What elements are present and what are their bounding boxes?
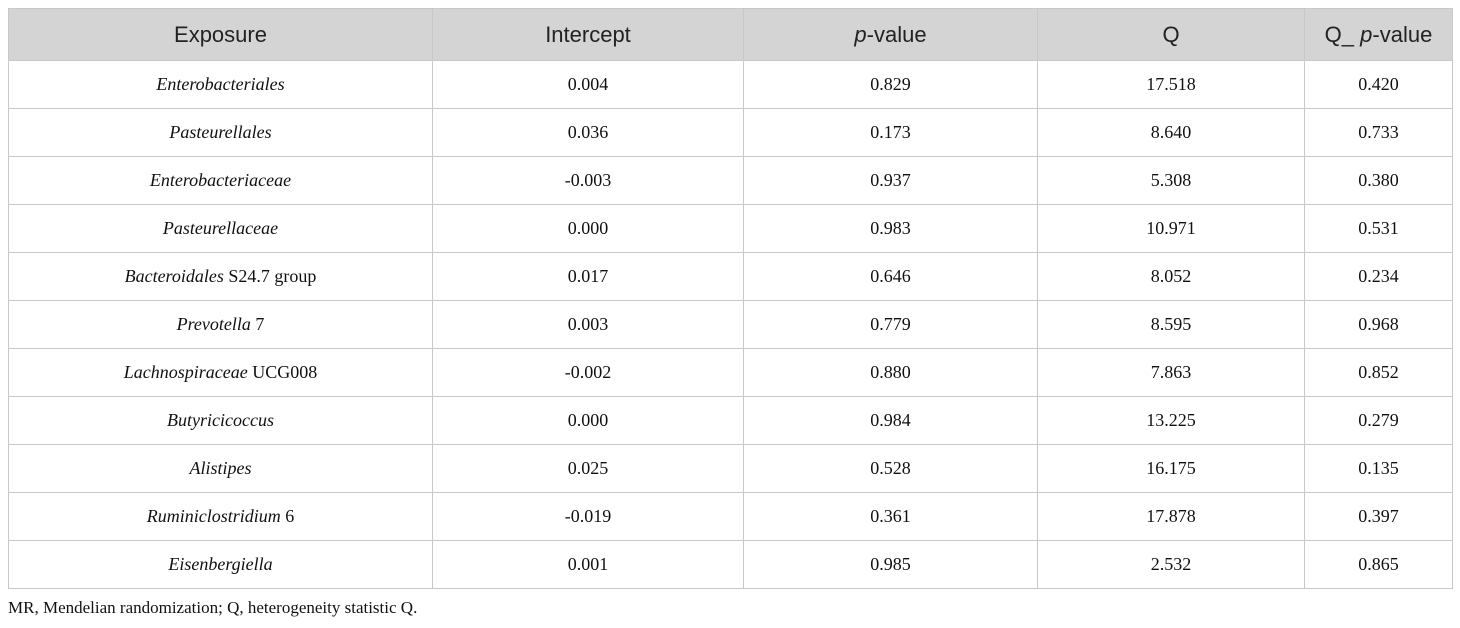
header-cell: Q_ p-value <box>1304 8 1453 61</box>
table-cell: 0.531 <box>1304 204 1453 253</box>
table-cell: Enterobacteriales <box>8 60 433 109</box>
table-cell: 0.001 <box>432 540 744 589</box>
text-run: Bacteroidales <box>124 266 224 286</box>
table-cell: 0.779 <box>743 300 1038 349</box>
table-cell: 8.640 <box>1037 108 1305 157</box>
table-cell: 0.937 <box>743 156 1038 205</box>
text-run: Pasteurellaceae <box>162 218 279 238</box>
table-row: Prevotella 7 0.003 0.779 8.595 0.968 <box>8 300 1453 349</box>
table-wrap: Exposure Intercept p-value Q Q_ p-value Ente… <box>8 8 1453 589</box>
table-cell: Pasteurellales <box>8 108 433 157</box>
table-cell: 0.380 <box>1304 156 1453 205</box>
table: Exposure Intercept p-value Q Q_ p-value Ente… <box>8 8 1453 589</box>
table-cell: -0.003 <box>432 156 744 205</box>
table-cell: -0.019 <box>432 492 744 541</box>
table-cell: 2.532 <box>1037 540 1305 589</box>
text-run: Eisenbergiella <box>168 554 273 574</box>
table-cell: Enterobacteriaceae <box>8 156 433 205</box>
text-run: p <box>1360 21 1373 47</box>
table-cell: 0.361 <box>743 492 1038 541</box>
table-cell: 10.971 <box>1037 204 1305 253</box>
table-cell: 0.420 <box>1304 60 1453 109</box>
table-row: Enterobacteriaceae -0.003 0.937 5.308 0.380 <box>8 156 1453 205</box>
table-cell: 17.878 <box>1037 492 1305 541</box>
table-cell: 0.003 <box>432 300 744 349</box>
table-cell: 0.234 <box>1304 252 1453 301</box>
table-row: Eisenbergiella 0.001 0.985 2.532 0.865 <box>8 540 1453 589</box>
text-run: Alistipes <box>189 458 252 478</box>
header-row: Exposure Intercept p-value Q Q_ p-value <box>8 8 1453 61</box>
footnote: MR, Mendelian randomization; Q, heteroge… <box>8 598 418 617</box>
table-body: Enterobacteriales 0.004 0.829 17.518 0.420 Pa… <box>8 60 1453 589</box>
table-cell: Eisenbergiella <box>8 540 433 589</box>
text-run: S24.7 group <box>223 266 317 286</box>
table-cell: Butyricicoccus <box>8 396 433 445</box>
header-cell: Q <box>1037 8 1305 61</box>
table-cell: 0.852 <box>1304 348 1453 397</box>
table-cell: 0.000 <box>432 204 744 253</box>
table-cell: 0.968 <box>1304 300 1453 349</box>
table-row: Ruminiclostridium 6 -0.019 0.361 17.878 0.39… <box>8 492 1453 541</box>
table-cell: 0.733 <box>1304 108 1453 157</box>
table-cell: 0.397 <box>1304 492 1453 541</box>
table-cell: 0.135 <box>1304 444 1453 493</box>
table-cell: 8.595 <box>1037 300 1305 349</box>
table-cell: 17.518 <box>1037 60 1305 109</box>
table-cell: Alistipes <box>8 444 433 493</box>
table-cell: 0.004 <box>432 60 744 109</box>
text-run: Lachnospiraceae <box>123 362 248 382</box>
table-row: Pasteurellales 0.036 0.173 8.640 0.733 <box>8 108 1453 157</box>
table-cell: 0.983 <box>743 204 1038 253</box>
table-cell: 0.017 <box>432 252 744 301</box>
text-run: Ruminiclostridium <box>146 506 281 526</box>
table-cell: 8.052 <box>1037 252 1305 301</box>
table-cell: 0.829 <box>743 60 1038 109</box>
table-cell: 0.880 <box>743 348 1038 397</box>
text-run: p <box>854 21 867 47</box>
table-cell: 16.175 <box>1037 444 1305 493</box>
table-cell: Prevotella 7 <box>8 300 433 349</box>
table-cell: 0.984 <box>743 396 1038 445</box>
table-cell: Pasteurellaceae <box>8 204 433 253</box>
table-cell: 0.000 <box>432 396 744 445</box>
table-cell: 0.865 <box>1304 540 1453 589</box>
header-cell: Exposure <box>8 8 433 61</box>
table-cell: 0.646 <box>743 252 1038 301</box>
text-run: -value <box>866 21 927 47</box>
table-cell: 0.036 <box>432 108 744 157</box>
table-row: Bacteroidales S24.7 group 0.017 0.646 8.052… <box>8 252 1453 301</box>
table-cell: 0.279 <box>1304 396 1453 445</box>
table-cell: 7.863 <box>1037 348 1305 397</box>
table-cell: 0.173 <box>743 108 1038 157</box>
table-row: Lachnospiraceae UCG008 -0.002 0.880 7.863 0.… <box>8 348 1453 397</box>
text-run: UCG008 <box>247 362 318 382</box>
table-cell: Lachnospiraceae UCG008 <box>8 348 433 397</box>
table-cell: Bacteroidales S24.7 group <box>8 252 433 301</box>
header-cell: Intercept <box>432 8 744 61</box>
table-cell: 5.308 <box>1037 156 1305 205</box>
text-run: Pasteurellales <box>169 122 272 142</box>
table-row: Alistipes 0.025 0.528 16.175 0.135 <box>8 444 1453 493</box>
table-cell: 0.025 <box>432 444 744 493</box>
table-cell: Ruminiclostridium 6 <box>8 492 433 541</box>
text-run: Prevotella <box>176 314 251 334</box>
table-cell: -0.002 <box>432 348 744 397</box>
text-run: Enterobacteriaceae <box>149 170 292 190</box>
header-cell: p-value <box>743 8 1038 61</box>
text-run: -value <box>1372 21 1433 47</box>
table-cell: 13.225 <box>1037 396 1305 445</box>
text-run: 6 <box>280 506 295 526</box>
table-row: Pasteurellaceae 0.000 0.983 10.971 0.531 <box>8 204 1453 253</box>
text-run: 7 <box>250 314 265 334</box>
table-cell: 0.985 <box>743 540 1038 589</box>
text-run: Enterobacteriales <box>156 74 285 94</box>
table-row: Butyricicoccus 0.000 0.984 13.225 0.279 <box>8 396 1453 445</box>
table-row: Enterobacteriales 0.004 0.829 17.518 0.420 <box>8 60 1453 109</box>
text-run: Butyricicoccus <box>167 410 274 430</box>
table-cell: 0.528 <box>743 444 1038 493</box>
text-run: Q_ <box>1324 21 1361 47</box>
